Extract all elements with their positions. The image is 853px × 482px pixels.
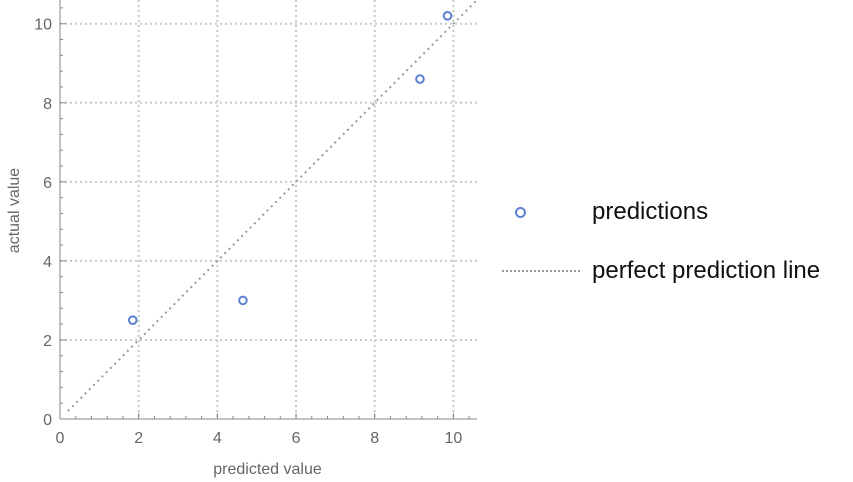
predictions-points-group [127,11,453,325]
y-tick-label: 10 [34,17,52,34]
x-tick-label: 10 [444,430,462,447]
x-tick-label: 6 [292,430,301,447]
x-tick-label: 8 [370,430,379,447]
y-axis-title: actual value [6,168,23,253]
y-tick-label: 4 [43,254,52,271]
dotted-line-icon [502,270,580,272]
x-tick-label: 4 [213,430,222,447]
prediction-point [238,295,248,306]
x-tick-label: 2 [134,430,143,447]
x-tick-label: 0 [56,430,65,447]
legend-item-predictions: predictions [500,192,820,232]
y-tick-label: 8 [43,96,52,113]
x-axis-title: predicted value [213,461,322,478]
y-axis-ticks: 0 2 4 6 8 10 [34,7,66,429]
legend-label-perfect-prediction-line: perfect prediction line [592,257,821,284]
perfect-prediction-line [67,0,478,412]
legend: predictions perfect prediction line [500,192,820,310]
x-axis-ticks: 0 2 4 6 8 10 [56,413,470,447]
prediction-point [442,11,453,21]
legend-item-perfect-prediction-line: perfect prediction line [500,251,820,291]
y-tick-label: 0 [43,412,52,429]
legend-swatch-perfect-prediction-line [500,251,580,291]
y-tick-label: 6 [43,175,52,192]
perfect-prediction-line-group [67,0,478,412]
axes [59,0,477,420]
legend-label-predictions: predictions [592,198,709,225]
open-circle-marker-icon [515,206,526,218]
y-tick-label: 2 [43,333,52,350]
legend-swatch-predictions [500,192,580,232]
prediction-point [415,74,425,84]
prediction-point [127,315,138,325]
